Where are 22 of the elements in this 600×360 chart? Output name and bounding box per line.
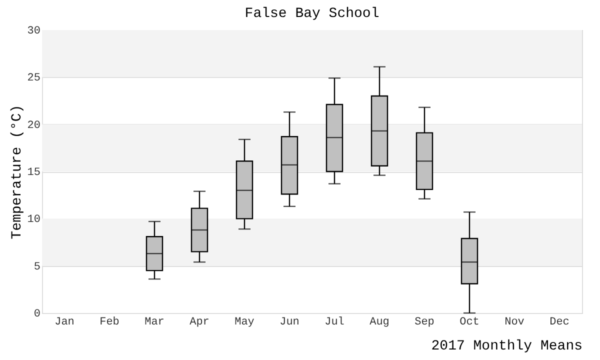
- y-tick-label: 30: [27, 26, 40, 38]
- chart-title: False Bay School: [244, 6, 380, 22]
- y-tick-label: 10: [27, 214, 40, 226]
- x-tick-label: Jul: [324, 316, 344, 328]
- x-tick-label: May: [234, 316, 255, 328]
- x-axis-title: 2017 Monthly Means: [431, 338, 582, 354]
- y-tick-label: 0: [34, 308, 40, 320]
- x-tick-label: Jun: [280, 316, 300, 328]
- x-tick-label: Mar: [144, 316, 164, 328]
- y-axis-title: Temperature (°C): [9, 104, 26, 240]
- x-tick-label: Sep: [414, 316, 434, 328]
- x-tick-label: Feb: [100, 316, 120, 328]
- y-tick-label: 20: [27, 120, 40, 132]
- x-tick-label: Oct: [460, 316, 480, 328]
- x-tick-label: Nov: [504, 316, 525, 328]
- y-tick-label: 15: [27, 167, 40, 179]
- y-tick-label: 5: [34, 261, 40, 274]
- x-tick-label: Apr: [190, 316, 210, 328]
- x-tick-label: Dec: [550, 316, 570, 328]
- x-tick-label: Jan: [54, 316, 74, 328]
- y-tick-label: 25: [27, 72, 40, 85]
- x-tick-label: Aug: [370, 316, 390, 328]
